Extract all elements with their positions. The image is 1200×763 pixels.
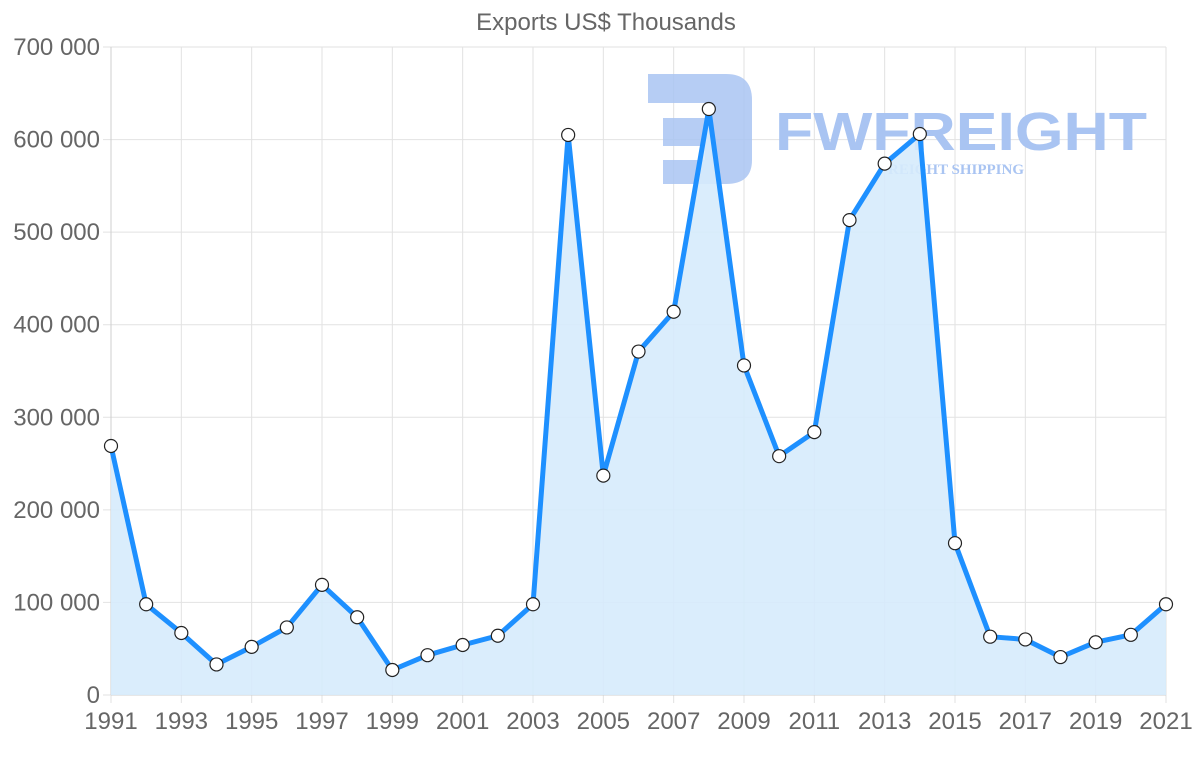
chart-title: Exports US$ Thousands (476, 9, 736, 36)
data-point[interactable] (912, 126, 927, 142)
data-point[interactable] (1018, 632, 1033, 647)
x-tick-label: 2009 (717, 708, 770, 735)
y-tick-label: 100 000 (13, 589, 100, 616)
data-point[interactable] (455, 637, 470, 653)
y-tick-label: 0 (87, 682, 100, 709)
data-point[interactable] (1123, 627, 1138, 642)
x-tick-label: 2007 (647, 708, 700, 735)
x-tick-label: 1995 (225, 708, 278, 735)
y-tick-label: 400 000 (13, 312, 100, 339)
data-point[interactable] (1053, 649, 1068, 665)
x-tick-label: 1997 (295, 708, 348, 735)
y-tick-label: 300 000 (13, 404, 100, 431)
x-tick-label: 2003 (506, 708, 559, 735)
data-point[interactable] (983, 629, 998, 644)
data-point[interactable] (103, 438, 119, 454)
fwfreight-watermark: FWFREIGHT REIGHT SHIPPING (648, 74, 1147, 184)
data-point[interactable] (279, 620, 294, 635)
area-fill (111, 109, 1166, 696)
x-tick-label: 2005 (577, 708, 630, 735)
x-tick-label: 2001 (436, 708, 489, 735)
y-tick-label: 600 000 (13, 127, 100, 154)
data-point[interactable] (209, 657, 224, 672)
data-point[interactable] (842, 213, 857, 228)
data-point[interactable] (525, 597, 541, 612)
data-point[interactable] (666, 304, 681, 319)
data-point[interactable] (1088, 635, 1103, 650)
x-tick-label: 1993 (155, 708, 208, 735)
x-tick-label: 2021 (1139, 708, 1192, 735)
data-point[interactable] (561, 127, 576, 143)
y-axis-ticks: 0 100 000 200 000 300 000 400 000 500 000 600 … (13, 34, 100, 709)
data-point[interactable] (807, 424, 822, 440)
watermark-brand: FWFREIGHT (775, 102, 1147, 162)
data-point[interactable] (877, 156, 892, 171)
y-tick-label: 700 000 (13, 34, 100, 61)
data-point[interactable] (139, 597, 154, 612)
y-tick-label: 500 000 (13, 219, 100, 246)
data-points (103, 101, 1174, 678)
data-point[interactable] (420, 648, 435, 663)
data-point[interactable] (314, 577, 330, 592)
x-axis-ticks: 1991 1993 1995 1997 1999 2001 2003 2005 2007 2009… (84, 708, 1192, 735)
data-point[interactable] (701, 101, 716, 117)
data-point[interactable] (947, 536, 963, 551)
x-tick-label: 1991 (84, 708, 137, 735)
data-point[interactable] (736, 358, 752, 373)
data-point[interactable] (596, 468, 611, 483)
x-tick-label: 2017 (999, 708, 1052, 735)
x-tick-label: 2015 (928, 708, 981, 735)
x-tick-label: 2011 (789, 708, 841, 735)
data-point[interactable] (350, 610, 365, 625)
data-point[interactable] (631, 344, 646, 359)
data-point[interactable] (244, 639, 259, 654)
x-tick-label: 2013 (858, 708, 911, 735)
data-point[interactable] (1158, 597, 1174, 612)
data-point[interactable] (174, 625, 189, 641)
data-point[interactable] (385, 662, 400, 678)
x-tick-label: 2019 (1069, 708, 1122, 735)
fwfreight-logo-icon (648, 74, 752, 184)
x-tick-label: 1999 (366, 708, 419, 735)
y-tick-label: 200 000 (13, 497, 100, 524)
data-point[interactable] (772, 449, 787, 464)
data-point[interactable] (490, 628, 505, 643)
